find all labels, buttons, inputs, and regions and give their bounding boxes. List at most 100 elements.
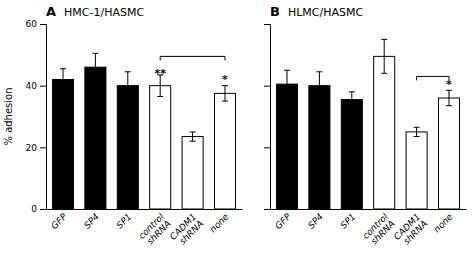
y-tick-mark [264,86,270,87]
bar [309,86,330,209]
error-bar [349,92,355,107]
significance-label: * [446,78,452,91]
x-tick: GFP [49,209,69,231]
error-bar [190,132,196,141]
x-tick-label: GFP [273,211,293,231]
x-tick-label: none [432,211,455,234]
bar [117,86,138,209]
axis-line [47,209,243,210]
x-tick-label: none [208,211,231,234]
bar [374,56,395,209]
y-tick [264,147,270,148]
x-tick-label: controlshRNA [137,211,174,248]
x-tick-label: controlshRNA [361,211,398,248]
error-bar [60,69,66,91]
y-tick: 40 [26,81,46,91]
axis-line [40,25,47,210]
x-tick: SP4 [306,209,325,231]
panel: 0 20 40 60 GFP SP4 SP1controlshRNACADM1shRNAno… [3,4,243,249]
x-tick-label: SP4 [306,211,325,230]
x-tick-label-line: SP1 [114,212,133,231]
x-tick-label-line: shRNA [401,219,429,247]
significance-label: ** [154,67,166,80]
error-bar [284,70,290,98]
y-tick-mark [264,147,270,148]
x-tick-label-line: shRNA [145,219,173,247]
bar [276,84,297,209]
x-axis: GFP SP4 SP1controlshRNACADM1shRNAnone [271,209,467,249]
y-tick [264,24,270,25]
chart: 0204060GFPSP4SP1controlshRNACADM1shRNAno… [0,0,474,271]
plot-area [52,53,235,209]
y-tick-mark [40,24,46,25]
x-tick-label: GFP [49,211,69,231]
x-tick: SP1 [114,209,133,231]
bar [85,67,106,209]
y-tick-mark [40,86,46,87]
significance-bracket [417,76,449,80]
y-tick-label: 0 [31,204,37,214]
panel-label: A [46,4,56,19]
axis-line [271,209,467,210]
bar [406,132,427,209]
x-tick: none [208,209,231,235]
x-tick: controlshRNA [137,209,174,248]
y-tick-mark [40,209,46,210]
x-tick-label-line: GFP [273,211,293,231]
error-bar [446,90,452,105]
x-tick-label-line: none [432,211,455,234]
y-tick: 20 [26,143,46,153]
plot-area [276,39,459,209]
error-bar [222,86,228,101]
y-tick [264,209,270,210]
x-tick: GFP [273,209,293,231]
bar [214,93,235,209]
axis-line [264,25,271,210]
y-axis-title: % adhesion [3,87,14,145]
error-bar [414,127,420,136]
bar [341,100,362,209]
x-tick-label-line: shRNA [177,219,205,247]
x-tick-label: SP1 [338,212,357,231]
error-bar [92,53,98,81]
y-tick-label: 20 [26,143,38,153]
bar [438,98,459,209]
significance-bracket [160,56,225,60]
bar [52,80,73,210]
y-tick-mark [264,209,270,210]
y-tick [264,86,270,87]
title: HMC-1/HASMC [64,6,144,19]
x-axis: GFP SP4 SP1controlshRNACADM1shRNAnone [47,209,243,249]
y-axis [264,25,271,210]
x-tick-label-line: SP4 [306,211,325,230]
x-tick-label: SP4 [82,211,101,230]
panel: GFP SP4 SP1controlshRNACADM1shRNAnone B * HLM… [264,4,467,249]
y-axis: 0 20 40 60 [26,19,47,214]
x-tick-label: CADM1shRNA [392,212,429,249]
y-tick-label: 40 [26,81,38,91]
panel-label: B [270,4,280,19]
x-tick: SP4 [82,209,101,231]
x-tick: CADM1shRNA [168,209,205,249]
x-tick-label-line: SP4 [82,211,101,230]
x-tick: controlshRNA [361,209,398,248]
y-tick-mark [264,24,270,25]
y-tick-mark [40,147,46,148]
title: HLMC/HASMC [288,6,364,19]
y-tick: 0 [31,204,46,214]
x-tick: SP1 [338,209,357,231]
x-tick-label-line: shRNA [369,219,397,247]
bar [182,137,203,209]
x-tick-label-line: GFP [49,211,69,231]
x-tick-label: CADM1shRNA [168,212,205,249]
error-bar [316,72,322,100]
bar [150,86,171,209]
y-tick: 60 [26,19,46,29]
x-tick: none [432,209,455,235]
significance-label: * [222,73,228,86]
x-tick-label: SP1 [114,212,133,231]
x-tick-label-line: none [208,211,231,234]
error-bar [381,39,387,73]
y-tick-label: 60 [26,19,38,29]
error-bar [125,72,131,100]
